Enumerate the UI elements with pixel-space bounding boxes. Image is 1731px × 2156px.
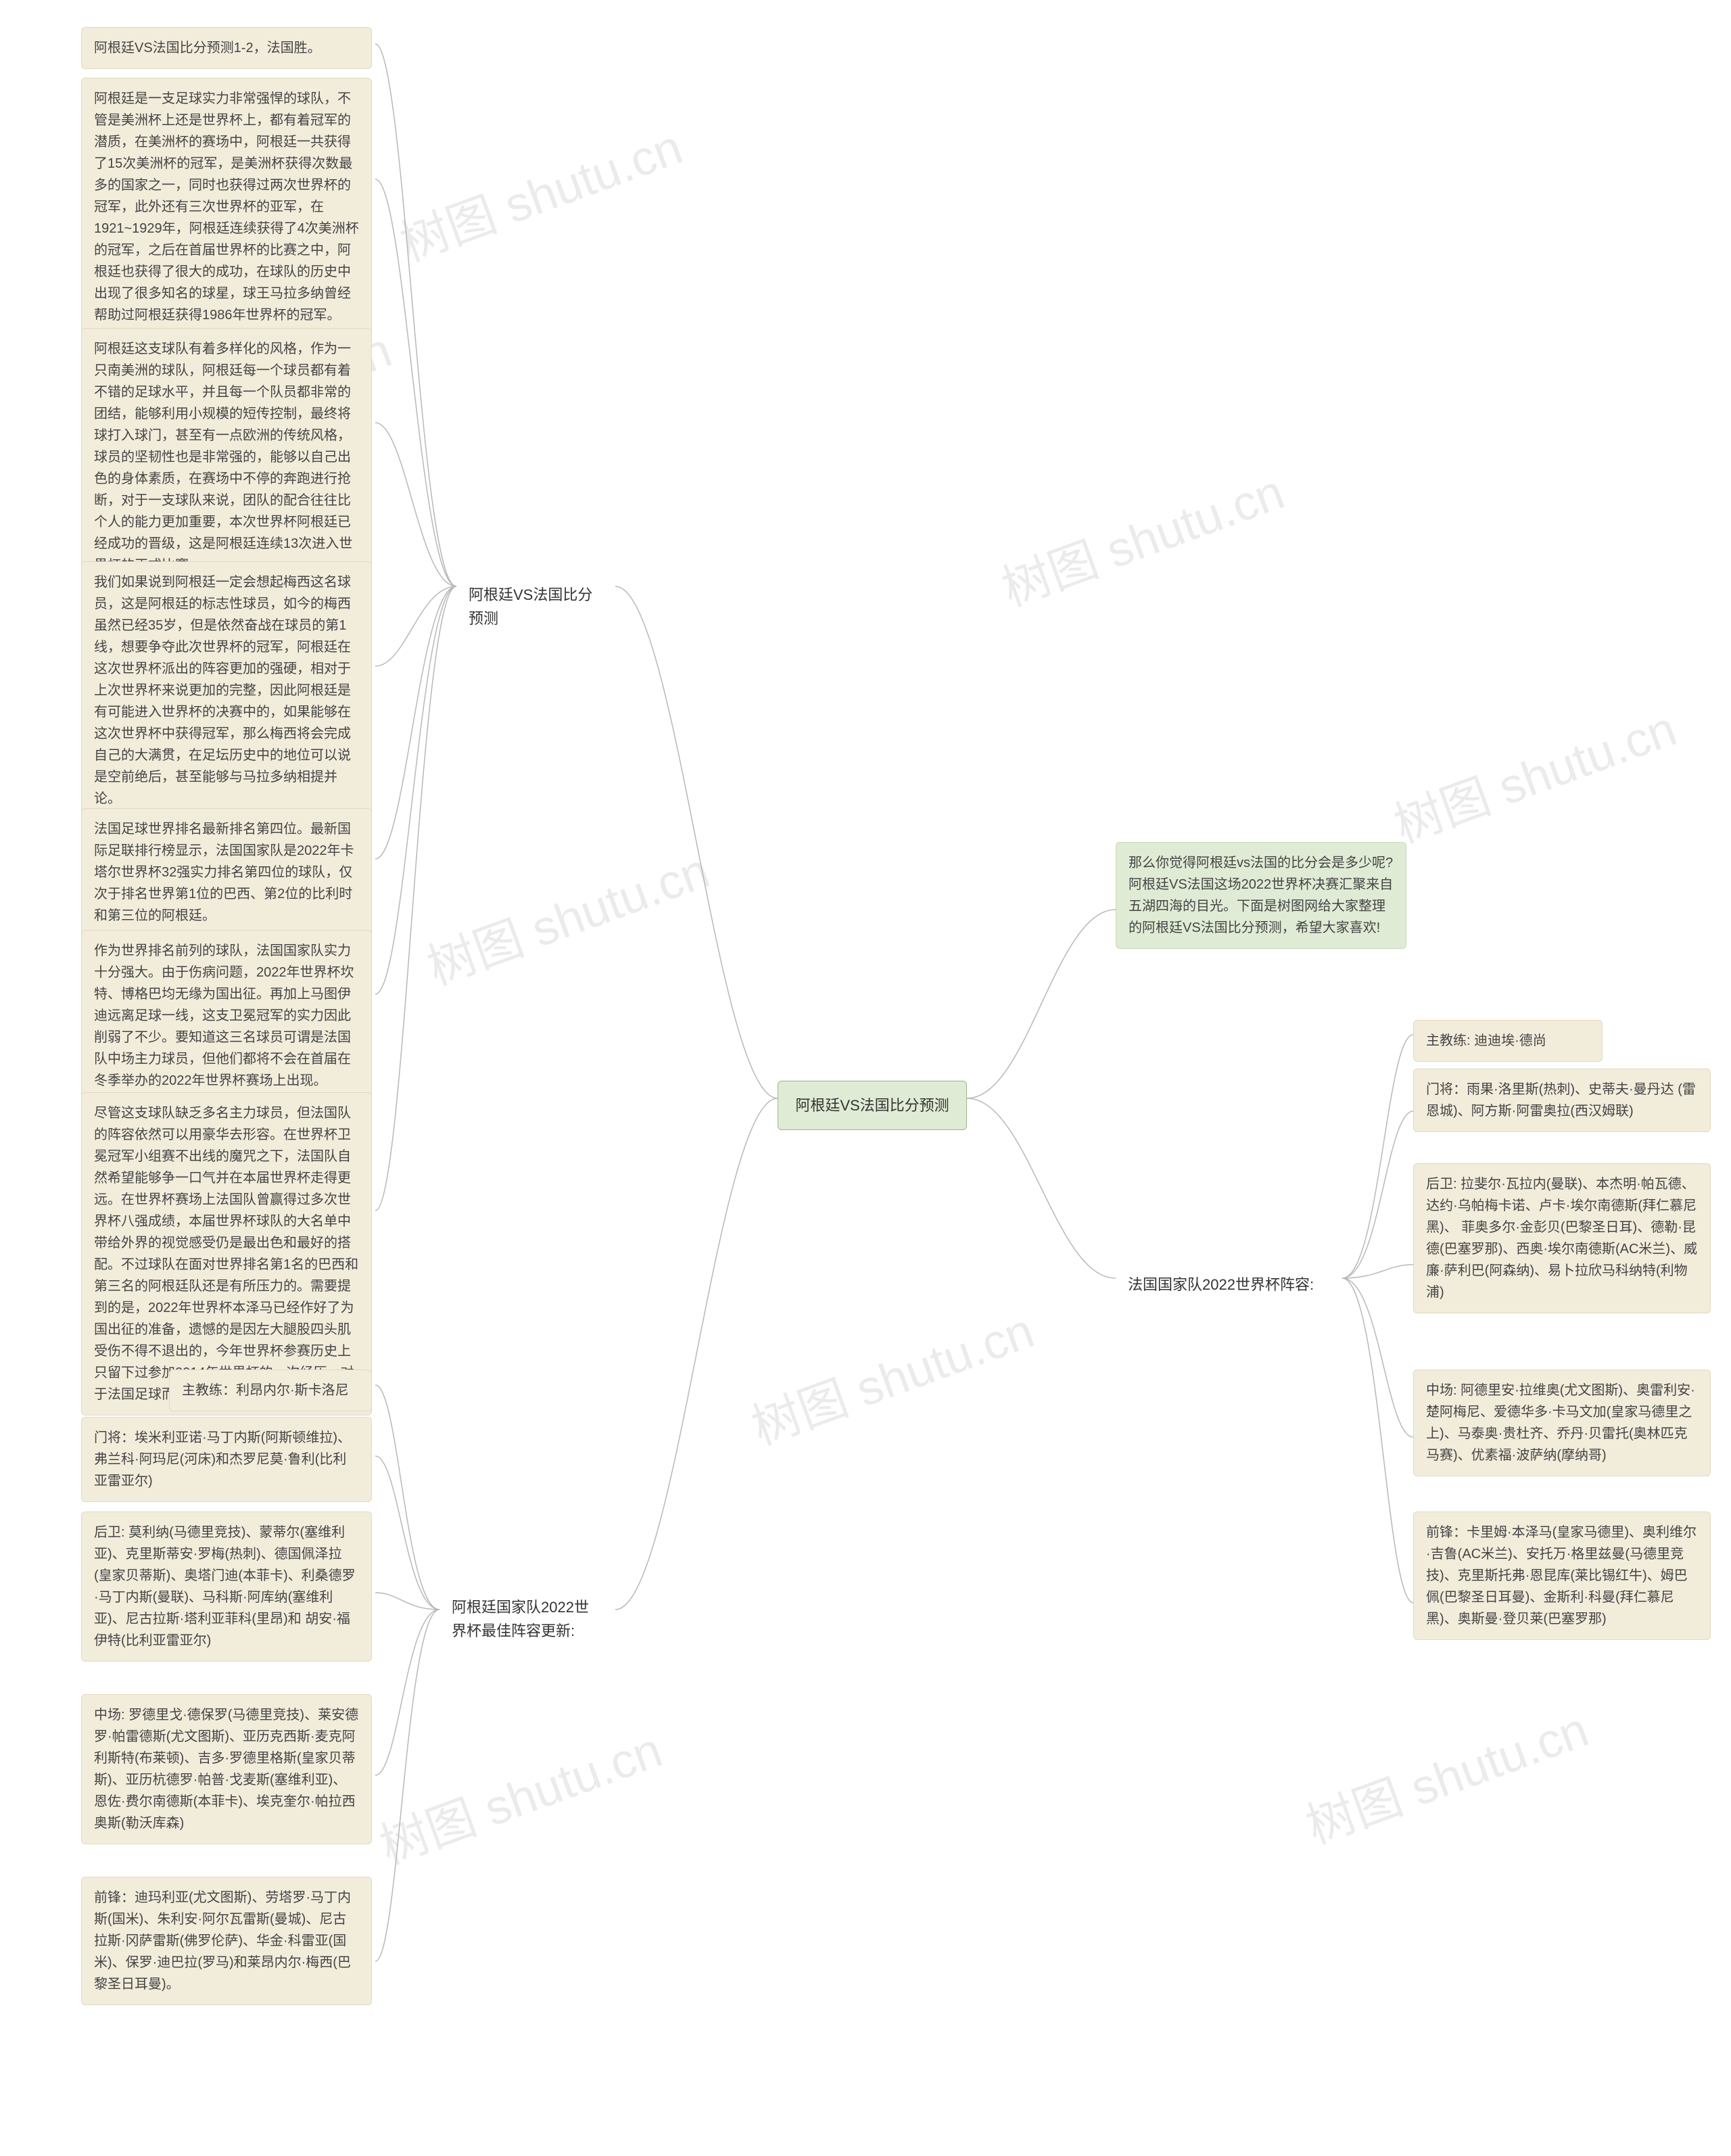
watermark: 树图 shutu.cn (1295, 1690, 1596, 1858)
watermark: 树图 shutu.cn (416, 831, 717, 999)
fr-gk: 门将：雨果·洛里斯(热刺)、史蒂夫·曼丹达 (雷恩城)、阿方斯·阿雷奥拉(西汉姆… (1413, 1069, 1711, 1132)
fr-coach: 主教练: 迪迪埃·德尚 (1413, 1020, 1603, 1062)
watermark: 树图 shutu.cn (991, 452, 1292, 620)
arg-coach: 主教练：利昂内尔·斯卡洛尼 (169, 1369, 372, 1411)
fr-mf: 中场: 阿德里安·拉维奥(尤文图斯)、奥雷利安·楚阿梅尼、爱德华多·卡马文加(皇… (1413, 1369, 1711, 1476)
watermark: 树图 shutu.cn (1383, 689, 1684, 857)
branch-argentina[interactable]: 阿根廷国家队2022世界杯最佳阵容更新: (440, 1586, 615, 1652)
intro-node: 那么你觉得阿根廷vs法国的比分会是多少呢?阿根廷VS法国这场2022世界杯决赛汇… (1116, 842, 1406, 949)
watermark: 树图 shutu.cn (740, 1291, 1042, 1459)
prediction-p0: 阿根廷VS法国比分预测1-2，法国胜。 (81, 27, 372, 69)
prediction-p6: 尽管这支球队缺乏多名主力球员，但法国队的阵容依然可以用豪华去形容。在世界杯卫冕冠… (81, 1092, 372, 1415)
branch-france[interactable]: 法国国家队2022世界杯阵容: (1116, 1263, 1342, 1306)
root-node[interactable]: 阿根廷VS法国比分预测 (778, 1081, 967, 1130)
prediction-p5: 作为世界排名前列的球队，法国国家队实力十分强大。由于伤病问题，2022年世界杯坎… (81, 930, 372, 1102)
prediction-p4: 法国足球世界排名最新排名第四位。最新国际足联排行榜显示，法国国家队是2022年卡… (81, 808, 372, 937)
prediction-p1: 阿根廷是一支足球实力非常强悍的球队，不管是美洲杯上还是世界杯上，都有着冠军的潜质… (81, 78, 372, 336)
watermark: 树图 shutu.cn (389, 108, 690, 275)
fr-fw: 前锋：卡里姆·本泽马(皇家马德里)、奥利维尔·吉鲁(AC米兰)、安托万·格里兹曼… (1413, 1511, 1711, 1640)
arg-gk: 门将：埃米利亚诺·马丁内斯(阿斯顿维拉)、弗兰科·阿玛尼(河床)和杰罗尼莫·鲁利… (81, 1417, 372, 1502)
branch-prediction[interactable]: 阿根廷VS法国比分预测 (456, 573, 615, 640)
arg-df: 后卫: 莫利纳(马德里竞技)、蒙蒂尔(塞维利亚)、克里斯蒂安·罗梅(热刺)、德国… (81, 1511, 372, 1662)
arg-mf: 中场: 罗德里戈·德保罗(马德里竞技)、莱安德罗·帕雷德斯(尤文图斯)、亚历克西… (81, 1694, 372, 1844)
watermark: 树图 shutu.cn (369, 1710, 670, 1878)
prediction-p2: 阿根廷这支球队有着多样化的风格，作为一只南美洲的球队，阿根廷每一个球员都有着不错… (81, 328, 372, 586)
fr-df: 后卫: 拉斐尔·瓦拉内(曼联)、本杰明·帕瓦德、达约·乌帕梅卡诺、卢卡·埃尔南德… (1413, 1163, 1711, 1313)
arg-fw: 前锋：迪玛利亚(尤文图斯)、劳塔罗·马丁内斯(国米)、朱利安·阿尔瓦雷斯(曼城)… (81, 1877, 372, 2005)
prediction-p3: 我们如果说到阿根廷一定会想起梅西这名球员，这是阿根廷的标志性球员，如今的梅西虽然… (81, 561, 372, 820)
